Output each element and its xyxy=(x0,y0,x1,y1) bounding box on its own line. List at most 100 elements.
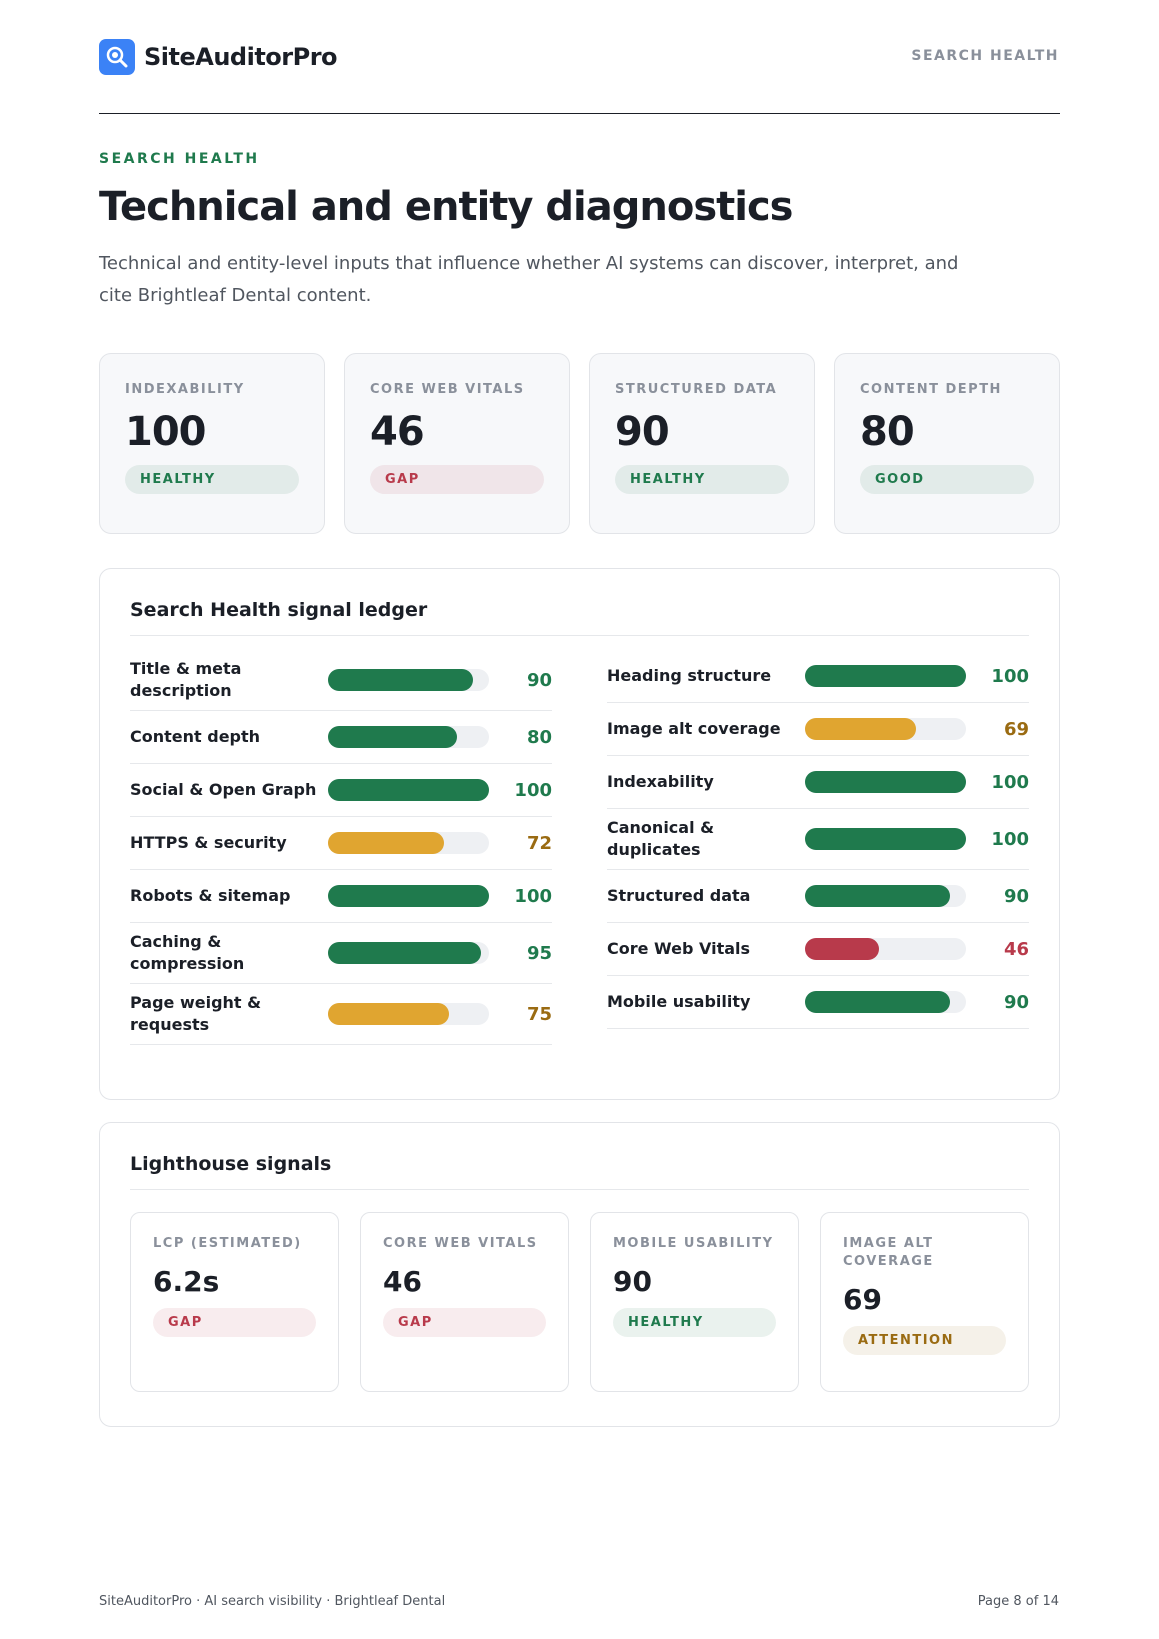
bar xyxy=(805,828,966,850)
metric-label: IMAGE ALT COVERAGE xyxy=(843,1236,934,1269)
status-badge: GAP xyxy=(370,465,544,494)
metric-label: CORE WEB VITALS xyxy=(370,382,525,397)
bar xyxy=(328,1003,449,1025)
metric-label: CONTENT DEPTH xyxy=(860,382,1002,397)
metric-card: MOBILE USABILITY 90 HEALTHY xyxy=(590,1212,799,1392)
metric-value: 100 xyxy=(125,409,207,455)
ledger-panel: Search Health signal ledger Title & meta… xyxy=(99,568,1060,1100)
bar xyxy=(328,726,457,748)
ledger-row: Structured data 90 xyxy=(607,870,1029,923)
bar xyxy=(805,718,917,740)
ledger-row: Heading structure 100 xyxy=(607,650,1029,703)
ledger-row: Image alt coverage 69 xyxy=(607,703,1029,756)
bar xyxy=(805,885,950,907)
panel-title: Search Health signal ledger xyxy=(130,599,1029,636)
bar-track xyxy=(805,771,966,793)
signal-score: 75 xyxy=(526,1003,552,1025)
metric-value: 90 xyxy=(615,409,670,455)
metric-card: CORE WEB VITALS 46 GAP xyxy=(344,353,570,534)
bar xyxy=(328,942,481,964)
metric-value: 46 xyxy=(370,409,425,455)
metric-card: CORE WEB VITALS 46 GAP xyxy=(360,1212,569,1392)
intro: Technical and entity-level inputs that i… xyxy=(99,253,959,306)
status-badge: GOOD xyxy=(860,465,1034,494)
bar xyxy=(805,991,950,1013)
bar-track xyxy=(805,828,966,850)
logo-icon xyxy=(99,39,135,75)
metric-value: 90 xyxy=(613,1265,652,1298)
signal-score: 90 xyxy=(1003,991,1029,1013)
signal-label: HTTPS & security xyxy=(130,833,287,852)
footer-right: Page 8 of 14 xyxy=(977,1594,1059,1609)
ledger-row: Mobile usability 90 xyxy=(607,976,1029,1029)
bar-track xyxy=(805,991,966,1013)
bar-track xyxy=(805,665,966,687)
signal-score: 69 xyxy=(1003,718,1029,740)
signal-label: Social & Open Graph xyxy=(130,780,317,799)
metric-label: INDEXABILITY xyxy=(125,382,245,397)
section-label: SEARCH HEALTH xyxy=(911,48,1059,64)
bar-track xyxy=(328,885,489,907)
signal-label: Mobile usability xyxy=(607,992,751,1011)
signal-score: 100 xyxy=(514,885,552,907)
signal-score: 95 xyxy=(526,942,552,964)
bar-track xyxy=(328,726,489,748)
status-badge: GAP xyxy=(153,1308,316,1337)
ledger-column: Title & meta description 90 Content depth 8… xyxy=(130,650,552,1045)
divider xyxy=(99,113,1060,114)
signal-score: 90 xyxy=(526,669,552,691)
footer-left: SiteAuditorPro · AI search visibility · … xyxy=(99,1594,446,1609)
bar xyxy=(328,885,489,907)
signal-score: 80 xyxy=(526,726,552,748)
status-badge: HEALTHY xyxy=(125,465,299,494)
signal-label: Robots & sitemap xyxy=(130,886,291,905)
ledger-column: Heading structure 100 Image alt coverage 69… xyxy=(607,650,1029,1045)
signal-score: 46 xyxy=(1003,938,1029,960)
signal-label: Heading structure xyxy=(607,666,772,685)
bar-track xyxy=(805,885,966,907)
signal-score: 100 xyxy=(991,771,1029,793)
summary-cards: INDEXABILITY 100 HEALTHY CORE WEB VITALS 46 G… xyxy=(99,353,1060,534)
signal-label: Content depth xyxy=(130,727,261,746)
bar xyxy=(328,669,473,691)
metric-value: 46 xyxy=(383,1265,422,1298)
signal-label: Caching & compression xyxy=(130,932,245,973)
ledger-row: Title & meta description 90 xyxy=(130,650,552,711)
signal-label: Image alt coverage xyxy=(607,719,781,738)
ledger-row: Page weight & requests 75 xyxy=(130,984,552,1045)
ledger-row: HTTPS & security 72 xyxy=(130,817,552,870)
bar xyxy=(328,832,444,854)
signal-score: 100 xyxy=(514,779,552,801)
bar-track xyxy=(328,779,489,801)
panel-title: Lighthouse signals xyxy=(130,1153,1029,1190)
lighthouse-panel: Lighthouse signals LCP (ESTIMATED) 6.2s GA… xyxy=(99,1122,1060,1427)
metric-label: CORE WEB VITALS xyxy=(383,1236,538,1251)
metric-label: STRUCTURED DATA xyxy=(615,382,778,397)
bar xyxy=(805,771,966,793)
ledger-columns: Title & meta description 90 Content depth 8… xyxy=(130,650,1029,1045)
bar xyxy=(805,938,880,960)
metric-card: IMAGE ALT COVERAGE 69 ATTENTION xyxy=(820,1212,1029,1392)
bar-track xyxy=(328,669,489,691)
signal-score: 72 xyxy=(526,832,552,854)
signal-score: 90 xyxy=(1003,885,1029,907)
ledger-row: Caching & compression 95 xyxy=(130,923,552,984)
ledger-row: Canonical & duplicates 100 xyxy=(607,809,1029,870)
status-badge: HEALTHY xyxy=(613,1308,776,1337)
metric-label: LCP (ESTIMATED) xyxy=(153,1236,302,1251)
signal-score: 100 xyxy=(991,665,1029,687)
signal-score: 100 xyxy=(991,828,1029,850)
metric-card: LCP (ESTIMATED) 6.2s GAP xyxy=(130,1212,339,1392)
bar-track xyxy=(328,832,489,854)
ledger-row: Indexability 100 xyxy=(607,756,1029,809)
status-badge: GAP xyxy=(383,1308,546,1337)
signal-label: Canonical & duplicates xyxy=(607,818,715,859)
lighthouse-cards: LCP (ESTIMATED) 6.2s GAP CORE WEB VITALS 46 G… xyxy=(130,1212,1029,1392)
metric-label: MOBILE USABILITY xyxy=(613,1236,774,1251)
ledger-row: Robots & sitemap 100 xyxy=(130,870,552,923)
metric-value: 6.2s xyxy=(153,1265,220,1298)
brand: SiteAuditorPro xyxy=(144,43,338,71)
ledger-row: Content depth 80 xyxy=(130,711,552,764)
metric-card: CONTENT DEPTH 80 GOOD xyxy=(834,353,1060,534)
metric-value: 69 xyxy=(843,1283,882,1316)
